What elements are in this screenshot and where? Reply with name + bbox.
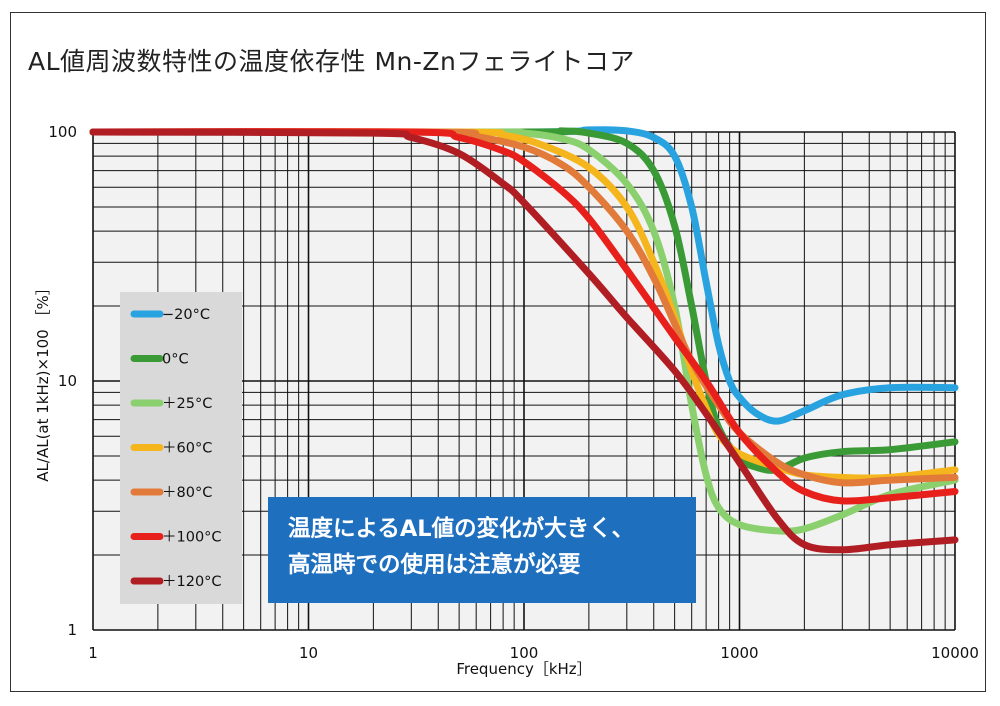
annotation-line-2: 高温時での使用は注意が必要 bbox=[288, 552, 581, 578]
x-tick-label: 10000 bbox=[931, 644, 979, 662]
legend-label: ＋120°C bbox=[162, 574, 222, 590]
tick-labels: 1 10 100 1000 10000 1 10 100 bbox=[48, 123, 979, 662]
chart-title: AL値周波数特性の温度依存性 Mn-Znフェライトコア bbox=[28, 47, 635, 76]
y-tick-label: 10 bbox=[58, 372, 77, 390]
x-tick-label: 10 bbox=[299, 644, 318, 662]
series-line-6 bbox=[89, 128, 959, 554]
legend-label: ＋80°C bbox=[162, 485, 212, 501]
x-tick-label: 1 bbox=[88, 644, 98, 662]
x-axis-label: Frequency［kHz］ bbox=[456, 660, 591, 678]
curves bbox=[89, 126, 959, 554]
annotation-line-1: 温度によるAL値の変化が大きく、 bbox=[288, 516, 635, 542]
legend-label: −20°C bbox=[162, 307, 210, 323]
series-line-4 bbox=[89, 128, 959, 487]
series-line-5 bbox=[89, 128, 959, 505]
y-tick-label: 1 bbox=[67, 621, 77, 639]
legend-label: 0°C bbox=[162, 352, 189, 368]
legend-label: ＋60°C bbox=[162, 441, 212, 457]
legend-label: ＋25°C bbox=[162, 396, 212, 412]
legend: −20°C 0°C ＋25°C ＋60°C ＋80°C ＋100°C ＋120°C bbox=[130, 307, 222, 590]
annotation-box: 温度によるAL値の変化が大きく、 高温時での使用は注意が必要 bbox=[268, 497, 696, 603]
series-line-1 bbox=[89, 127, 959, 474]
x-tick-label: 1000 bbox=[720, 644, 758, 662]
y-axis-label: AL/AL(at 1kHz)×100 ［%］ bbox=[34, 280, 52, 481]
x-tick-label: 100 bbox=[510, 644, 539, 662]
legend-label: ＋100°C bbox=[162, 530, 222, 546]
y-tick-label: 100 bbox=[48, 123, 77, 141]
